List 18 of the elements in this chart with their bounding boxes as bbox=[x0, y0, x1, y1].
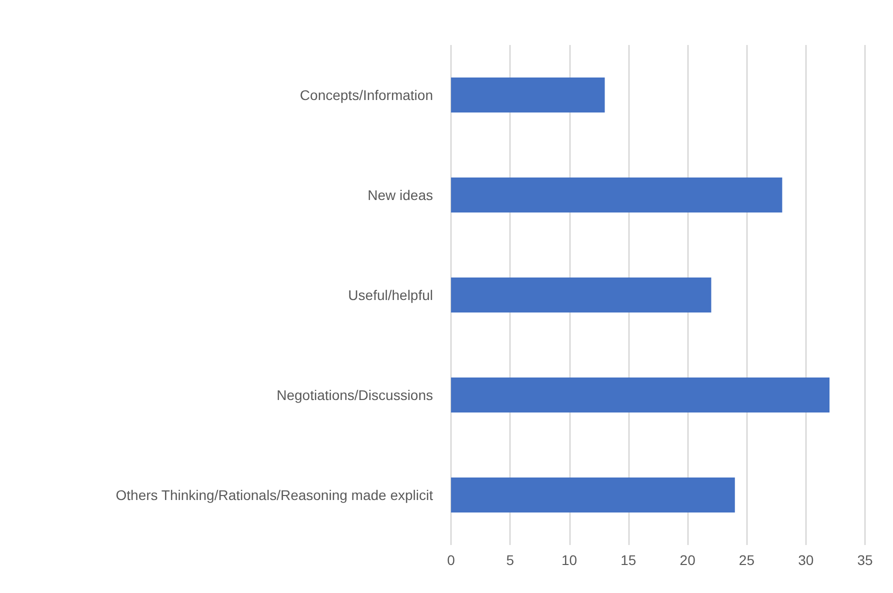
x-tick-label: 30 bbox=[798, 552, 814, 568]
bar bbox=[451, 478, 735, 512]
x-tick-label: 25 bbox=[738, 552, 755, 568]
x-tick-label: 10 bbox=[561, 552, 578, 568]
y-tick-label: Useful/helpful bbox=[348, 287, 433, 303]
y-tick-label: Negotiations/Discussions bbox=[276, 387, 433, 403]
bar bbox=[451, 378, 830, 412]
bar bbox=[451, 178, 782, 212]
y-tick-label: Others Thinking/Rationals/Reasoning made explicit bbox=[116, 487, 434, 503]
x-tick-label: 35 bbox=[857, 552, 873, 568]
bar bbox=[451, 78, 605, 112]
x-tick-label: 5 bbox=[506, 552, 514, 568]
x-tick-label: 20 bbox=[680, 552, 696, 568]
x-tick-label: 15 bbox=[620, 552, 636, 568]
bar bbox=[451, 278, 712, 312]
y-tick-label: Concepts/Information bbox=[300, 87, 433, 103]
y-tick-label: New ideas bbox=[368, 187, 433, 203]
x-tick-label: 0 bbox=[447, 552, 456, 568]
